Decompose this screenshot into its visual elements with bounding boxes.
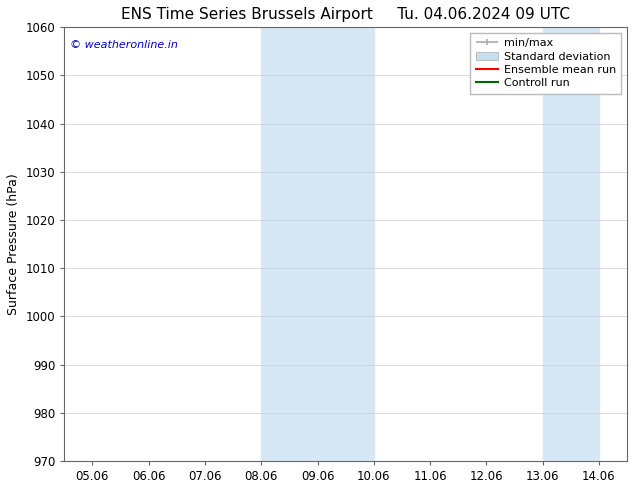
Title: ENS Time Series Brussels Airport     Tu. 04.06.2024 09 UTC: ENS Time Series Brussels Airport Tu. 04.…	[121, 7, 570, 22]
Legend: min/max, Standard deviation, Ensemble mean run, Controll run: min/max, Standard deviation, Ensemble me…	[470, 33, 621, 94]
Text: © weatheronline.in: © weatheronline.in	[70, 40, 178, 50]
Bar	[261, 27, 374, 461]
Y-axis label: Surface Pressure (hPa): Surface Pressure (hPa)	[7, 173, 20, 315]
Bar	[543, 27, 599, 461]
